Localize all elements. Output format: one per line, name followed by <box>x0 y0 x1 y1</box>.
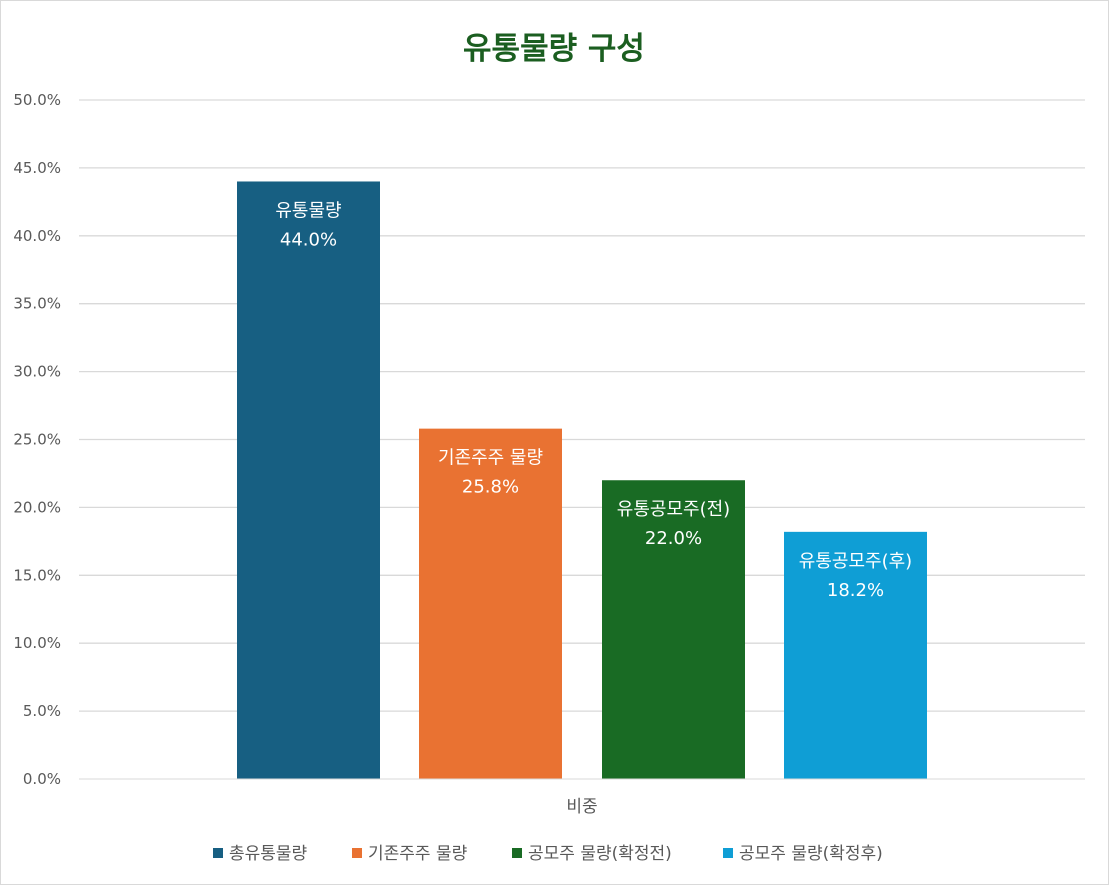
legend-swatch <box>213 848 223 858</box>
y-tick-label: 10.0% <box>13 634 61 652</box>
y-tick-label: 25.0% <box>13 431 61 449</box>
data-label-value: 22.0% <box>645 528 702 549</box>
y-tick-label: 35.0% <box>13 295 61 313</box>
y-tick-label: 15.0% <box>13 566 61 584</box>
legend-label: 공모주 물량(확정전) <box>528 844 672 864</box>
data-label-name: 기존주주 물량 <box>438 448 543 469</box>
y-tick-label: 30.0% <box>13 363 61 381</box>
data-label-value: 44.0% <box>280 229 337 250</box>
data-label-value: 25.8% <box>462 477 519 498</box>
legend-swatch <box>512 848 522 858</box>
data-label-name: 유통물량 <box>275 200 341 221</box>
y-tick-label: 5.0% <box>23 702 61 720</box>
bars <box>237 181 927 780</box>
chart-title: 유통물량 구성 <box>463 31 645 67</box>
legend-swatch <box>352 848 362 858</box>
y-tick-label: 0.0% <box>23 770 61 788</box>
legend-label: 공모주 물량(확정후) <box>739 844 883 864</box>
data-label-value: 18.2% <box>827 580 884 601</box>
y-tick-label: 40.0% <box>13 227 61 245</box>
legend-label: 총유통물량 <box>229 844 308 864</box>
bar <box>784 531 927 779</box>
bar <box>237 181 380 780</box>
bar <box>602 480 745 779</box>
y-tick-label: 20.0% <box>13 498 61 516</box>
y-tick-label: 45.0% <box>13 159 61 177</box>
y-tick-label: 50.0% <box>13 91 61 109</box>
legend: 총유통물량 기존주주 물량 공모주 물량(확정전) 공모주 물량(확정후) <box>213 844 883 864</box>
data-label-name: 유통공모주(전) <box>617 499 730 520</box>
data-label-name: 유통공모주(후) <box>799 551 912 572</box>
legend-label: 기존주주 물량 <box>368 844 468 864</box>
data-labels: 유통물량 44.0% 기존주주 물량 25.8% 유통공모주(전) 22.0% 유통공모주(… <box>275 200 912 600</box>
x-category-label: 비중 <box>566 797 597 817</box>
y-axis-ticks: 0.0% 5.0% 10.0% 15.0% 20.0% 25.0% 30.0% 35.0% 40… <box>13 91 61 788</box>
legend-swatch <box>723 848 733 858</box>
bar <box>419 428 562 779</box>
